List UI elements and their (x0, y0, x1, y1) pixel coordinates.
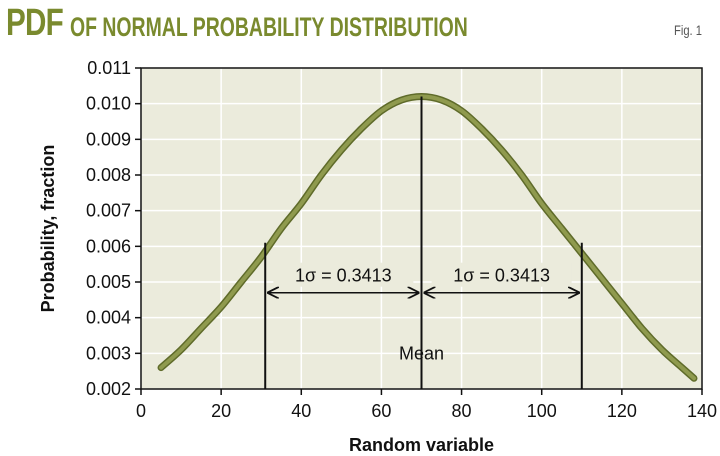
chart-title: OF NORMAL PROBABILITY DISTRIBUTION (70, 12, 468, 42)
x-tick-label: 40 (291, 401, 311, 421)
y-tick-label: 0.006 (86, 236, 131, 256)
sigma-label-bg (273, 262, 414, 287)
y-tick-label: 0.002 (86, 379, 131, 399)
y-tick-label: 0.009 (86, 129, 131, 149)
y-tick-label: 0.010 (86, 94, 131, 114)
mean-label: Mean (399, 343, 444, 363)
sigma-label: 1σ = 0.3413 (453, 266, 550, 286)
x-tick-label: 0 (136, 401, 146, 421)
x-tick-label: 60 (371, 401, 391, 421)
x-tick-label: 20 (211, 401, 231, 421)
sigma-lines (264, 96, 583, 389)
sigma-label-bg (431, 262, 572, 287)
annotations: 1σ = 0.3413 1σ = 0.3413 Mean (267, 262, 580, 363)
y-tick-label: 0.003 (86, 343, 131, 363)
figure-label: Fig. 1 (673, 22, 702, 38)
title-prefix: PDF (6, 2, 64, 44)
y-tick-label: 0.004 (86, 308, 131, 328)
y-tick-label: 0.005 (86, 272, 131, 292)
x-tick-label: 140 (687, 401, 717, 421)
x-tick-label: 80 (452, 401, 472, 421)
sigma-label: 1σ = 0.3413 (295, 266, 392, 286)
series-layer (157, 93, 698, 382)
pdf-curve (159, 94, 696, 381)
y-axis-label: Probability, fraction (38, 145, 58, 313)
x-axis-label: Random variable (349, 435, 494, 455)
y-tick-label: 0.007 (86, 201, 131, 221)
y-tick-label: 0.008 (86, 165, 131, 185)
x-tick-label: 120 (607, 401, 637, 421)
y-tick-label: 0.011 (87, 58, 131, 78)
tick-labels: 0 20 40 60 80 100 120 140 0.002 0.003 0.004 0.005 0.… (86, 58, 717, 421)
plot-frame (140, 67, 703, 390)
x-tick-label: 100 (527, 401, 557, 421)
